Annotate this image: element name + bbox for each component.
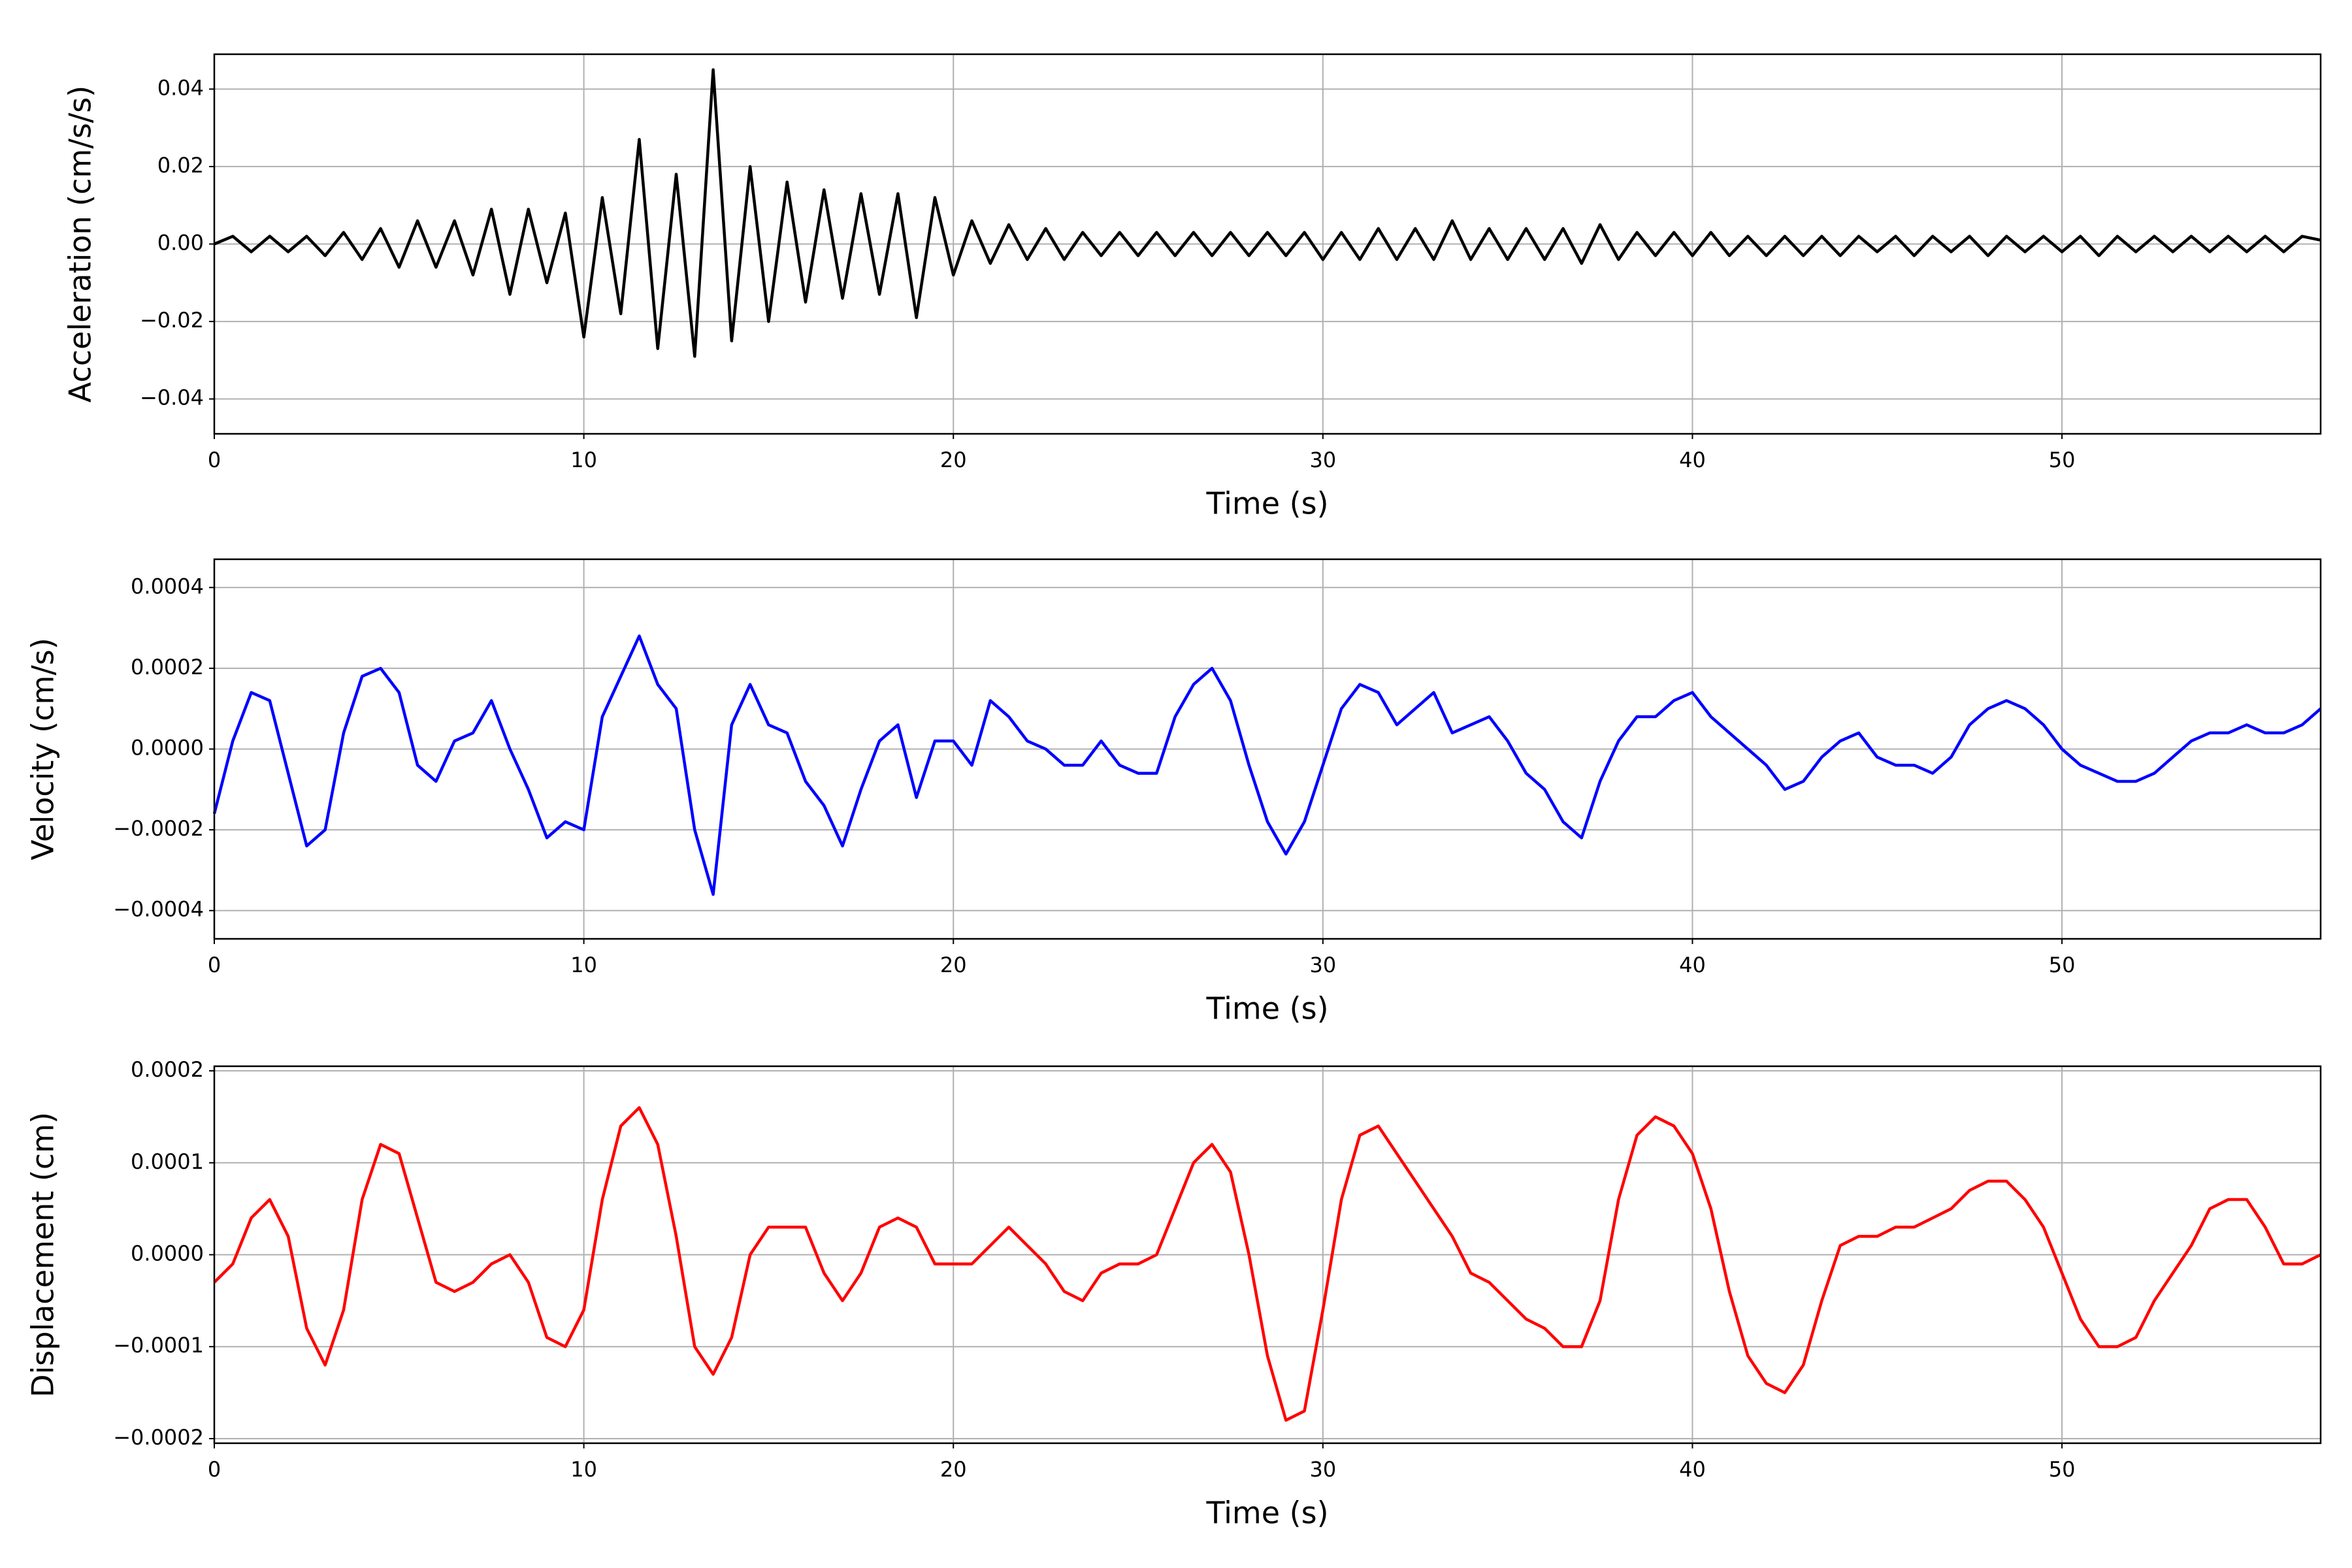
- plot-frame: [213, 558, 2322, 940]
- x-tick-label: 50: [2049, 953, 2076, 977]
- y-tick-label: 0.0004: [131, 574, 204, 598]
- plot-frame: [213, 1065, 2322, 1445]
- x-axis-label: Time (s): [1205, 991, 1328, 1026]
- y-tick-label: 0.0001: [131, 1149, 204, 1174]
- y-tick-label: 0.00: [157, 231, 204, 255]
- x-tick-label: 0: [208, 448, 221, 472]
- x-tick-label: 10: [570, 953, 597, 977]
- x-axis-label: Time (s): [1205, 486, 1328, 521]
- x-tick-label: 0: [208, 1457, 221, 1482]
- y-tick-label: 0.02: [157, 153, 204, 178]
- y-tick-label: 0.04: [157, 75, 204, 100]
- y-tick-label: 0.0002: [131, 1057, 204, 1082]
- x-tick-label: 20: [940, 1457, 967, 1482]
- x-tick-label: 20: [940, 953, 967, 977]
- x-tick-label: 50: [2049, 448, 2076, 472]
- x-tick-label: 20: [940, 448, 967, 472]
- x-tick-label: 10: [570, 1457, 597, 1482]
- x-tick-label: 40: [1679, 1457, 1706, 1482]
- y-tick-label: −0.04: [140, 385, 204, 410]
- data-line: [214, 68, 2321, 358]
- plot-frame: [213, 53, 2322, 435]
- x-axis-label: Time (s): [1205, 1495, 1328, 1531]
- x-tick-label: 0: [208, 953, 221, 977]
- x-tick-label: 40: [1679, 448, 1706, 472]
- y-tick-label: −0.0001: [113, 1333, 204, 1358]
- y-tick-label: −0.0004: [113, 897, 204, 922]
- x-tick-label: 10: [570, 448, 597, 472]
- y-tick-label: −0.0002: [113, 1425, 204, 1450]
- data-line: [213, 1106, 2322, 1422]
- data-line: [212, 634, 2322, 896]
- x-tick-label: 30: [1309, 448, 1336, 472]
- y-tick-label: 0.0000: [131, 736, 204, 760]
- x-tick-label: 30: [1309, 953, 1336, 977]
- y-axis-label: Velocity (cm/s): [25, 638, 61, 860]
- y-axis-label: Acceleration (cm/s/s): [63, 86, 98, 402]
- y-tick-label: −0.02: [140, 308, 204, 333]
- x-tick-label: 40: [1679, 953, 1706, 977]
- y-tick-label: 0.0000: [131, 1241, 204, 1266]
- y-tick-label: −0.0002: [113, 816, 204, 841]
- y-tick-label: 0.0002: [131, 655, 204, 679]
- y-axis-label: Displacement (cm): [25, 1112, 61, 1397]
- x-tick-label: 50: [2049, 1457, 2076, 1482]
- x-tick-label: 30: [1309, 1457, 1336, 1482]
